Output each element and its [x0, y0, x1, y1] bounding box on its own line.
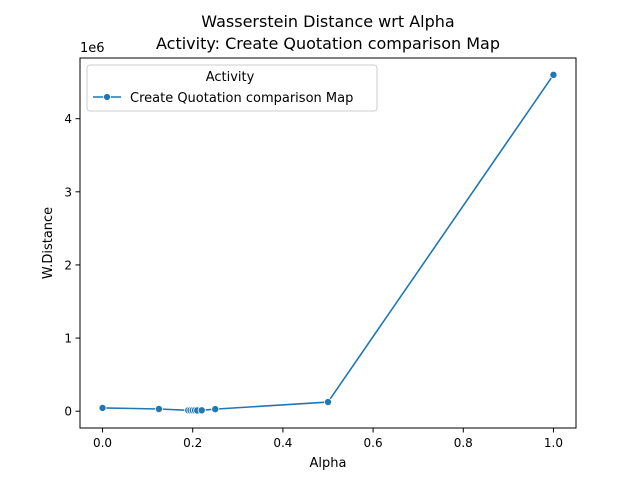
data-point — [549, 70, 558, 79]
data-point — [154, 404, 163, 413]
chart-title: Wasserstein Distance wrt Alpha — [201, 12, 454, 31]
y-tick-label: 2 — [64, 258, 72, 272]
x-tick-label: 0.0 — [93, 436, 112, 450]
x-tick-label: 0.6 — [364, 436, 383, 450]
chart-subtitle: Activity: Create Quotation comparison Ma… — [156, 34, 500, 53]
legend: Activity Create Quotation comparison Map — [86, 64, 378, 112]
y-offset-label: 1e6 — [80, 41, 105, 56]
data-point — [197, 406, 206, 415]
plot-frame — [79, 57, 577, 429]
y-axis: 0 1 2 3 4 — [64, 112, 80, 419]
y-tick-label: 3 — [64, 185, 72, 199]
y-tick-label: 4 — [64, 112, 72, 126]
x-tick-label: 1.0 — [544, 436, 563, 450]
y-tick-label: 1 — [64, 332, 72, 346]
x-tick-label: 0.4 — [273, 436, 292, 450]
x-tick-label: 0.2 — [183, 436, 202, 450]
y-tick-label: 0 — [64, 405, 72, 419]
x-axis: 0.0 0.2 0.4 0.6 0.8 1.0 — [93, 428, 563, 450]
legend-marker-swatch — [103, 93, 111, 101]
series-layer — [98, 70, 558, 415]
legend-entry-label: Create Quotation comparison Map — [130, 91, 353, 106]
data-point — [323, 398, 332, 407]
legend-title: Activity — [206, 70, 255, 85]
y-axis-label: W.Distance — [41, 207, 56, 279]
legend-box — [86, 64, 378, 112]
x-tick-label: 0.8 — [454, 436, 473, 450]
plot-area — [79, 57, 577, 429]
x-axis-label: Alpha — [310, 456, 347, 471]
data-point — [98, 403, 107, 412]
data-point — [211, 405, 220, 414]
